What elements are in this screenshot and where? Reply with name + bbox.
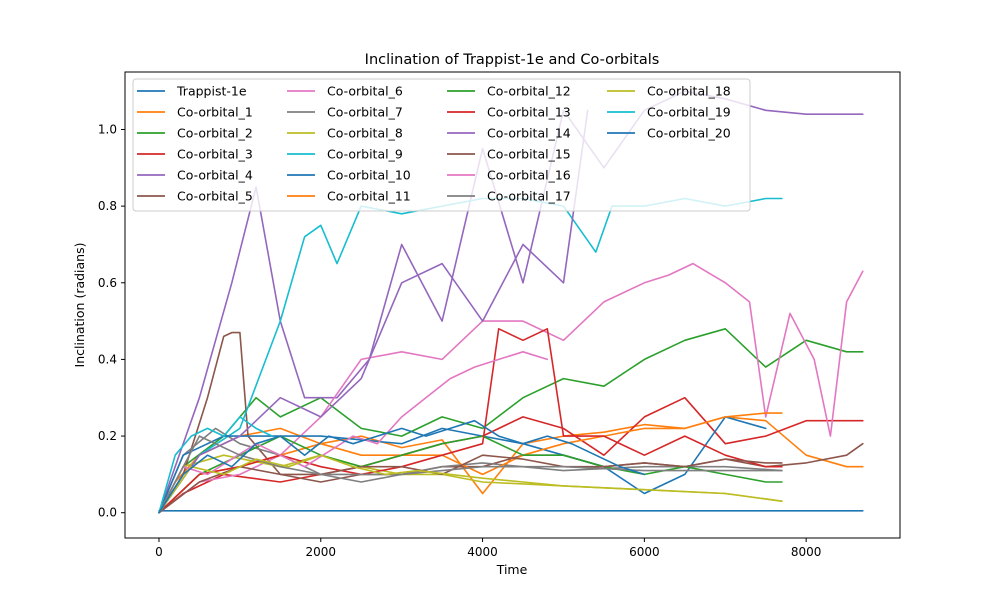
y-tick-label: 0.8 — [98, 199, 117, 213]
legend-entry-label: Co-orbital_8 — [327, 126, 403, 141]
legend-entry-label: Co-orbital_4 — [177, 168, 253, 183]
chart-title: Inclination of Trappist-1e and Co-orbita… — [365, 52, 660, 68]
y-tick-label: 1.0 — [98, 122, 117, 136]
series-line-7 — [158, 262, 864, 514]
series-line-13 — [158, 435, 783, 514]
series-line-3 — [158, 327, 864, 514]
legend-entry-label: Co-orbital_5 — [177, 189, 253, 204]
legend-entry-label: Co-orbital_20 — [647, 126, 731, 141]
series-line-16 — [158, 454, 783, 514]
legend-entry-label: Co-orbital_14 — [487, 126, 571, 141]
legend-entry-label: Co-orbital_7 — [327, 105, 403, 120]
legend-entry-label: Trappist-1e — [176, 84, 247, 99]
legend-entry-label: Co-orbital_3 — [177, 147, 253, 162]
legend-entry-label: Co-orbital_9 — [327, 147, 403, 162]
series-line-17 — [158, 350, 549, 514]
y-tick-label: 0.0 — [98, 506, 117, 520]
legend-entry-label: Co-orbital_2 — [177, 126, 253, 141]
legend-entry-label: Co-orbital_6 — [327, 84, 403, 99]
y-tick-label: 0.6 — [98, 276, 117, 290]
series-line-18 — [158, 435, 783, 514]
legend-entry-label: Co-orbital_13 — [487, 105, 571, 120]
legend: Trappist-1e Co-orbital_1 Co-orbital_2 Co-or… — [132, 78, 751, 212]
series-line-8 — [158, 427, 783, 514]
series-line-14 — [158, 327, 783, 514]
legend-entry-label: Co-orbital_19 — [647, 105, 731, 120]
x-axis-label: Time — [496, 562, 528, 577]
legend-entry-label: Co-orbital_11 — [327, 189, 411, 204]
legend-entry-label: Co-orbital_18 — [647, 84, 731, 99]
y-tick-label: 0.2 — [98, 429, 117, 443]
series-line-19 — [158, 454, 783, 514]
y-axis: 0.0 0.2 0.4 0.6 0.8 1.0 — [98, 122, 125, 520]
series-line-4 — [158, 396, 864, 514]
legend-entry-label: Co-orbital_15 — [487, 147, 571, 162]
series-line-2 — [158, 416, 864, 514]
legend-entry-label: Co-orbital_17 — [487, 189, 571, 204]
legend-entry-label: Co-orbital_1 — [177, 105, 253, 120]
series-line-20 — [158, 416, 274, 514]
legend-entry-label: Co-orbital_16 — [487, 168, 571, 183]
series-line-21 — [158, 419, 646, 514]
x-tick-label: 8000 — [791, 545, 822, 559]
y-tick-label: 0.4 — [98, 352, 117, 366]
x-tick-label: 4000 — [467, 545, 498, 559]
x-tick-label: 0 — [155, 545, 163, 559]
legend-entry-label: Co-orbital_10 — [327, 168, 411, 183]
plot-frame — [124, 71, 901, 539]
legend-entry-label: Co-orbital_12 — [487, 84, 571, 99]
y-axis-label: Inclination (radians) — [72, 243, 87, 368]
x-tick-label: 2000 — [305, 545, 336, 559]
x-axis: 0 2000 4000 6000 8000 — [155, 538, 821, 559]
x-tick-label: 6000 — [629, 545, 660, 559]
series-line-15 — [158, 109, 589, 514]
